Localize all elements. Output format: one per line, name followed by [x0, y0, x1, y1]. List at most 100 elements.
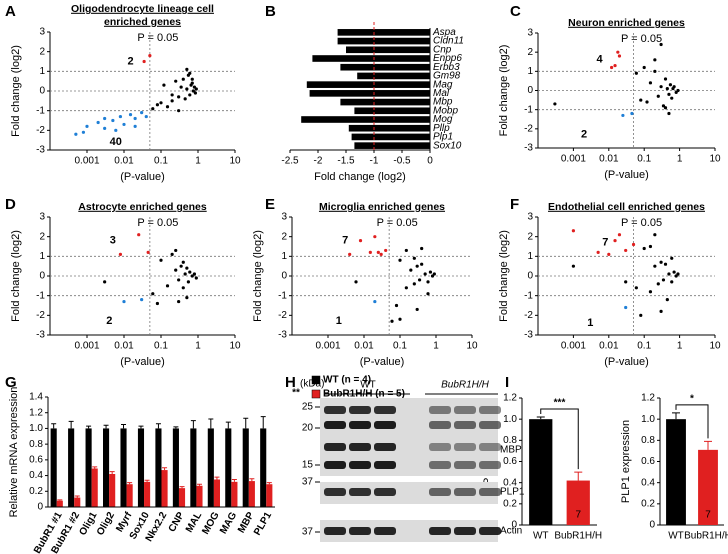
n-label: 7 — [705, 510, 711, 521]
blot-band — [479, 443, 501, 451]
point — [118, 252, 123, 256]
blot-band — [479, 421, 501, 429]
panel-letter: D — [5, 196, 16, 213]
point — [428, 270, 433, 274]
point — [665, 86, 669, 91]
error-bar — [190, 420, 196, 429]
chart-title: enriched genes — [104, 16, 181, 28]
point — [177, 95, 181, 99]
y-tick-label: -2 — [36, 310, 45, 321]
point — [193, 91, 197, 95]
point — [676, 88, 680, 93]
point — [648, 244, 653, 249]
point — [426, 292, 430, 296]
error-bar — [574, 471, 583, 481]
blot-membrane — [320, 520, 498, 542]
blot-band — [374, 461, 396, 469]
y-tick-label: 0.8 — [29, 439, 43, 450]
point — [170, 252, 174, 256]
point — [653, 233, 657, 237]
point — [676, 272, 680, 276]
group-label: WT — [360, 380, 376, 391]
y-tick-label: -3 — [36, 330, 45, 341]
bar — [351, 133, 430, 141]
error-bar — [173, 426, 179, 429]
n-label: 8 — [673, 510, 679, 521]
y-tick-label: 1 — [527, 66, 533, 77]
y-tick-label: 2 — [281, 231, 287, 242]
point — [192, 272, 197, 276]
blot-band — [349, 421, 371, 429]
blot-band — [324, 461, 346, 469]
bar — [248, 481, 255, 507]
point — [409, 268, 413, 272]
blot-band — [454, 461, 476, 469]
y-tick-label: 2 — [527, 47, 533, 58]
y-tick-label: 1 — [281, 251, 287, 262]
significance-bracket — [675, 404, 709, 439]
point — [185, 296, 189, 300]
bar — [137, 428, 145, 507]
x-tick-label: 0.001 — [561, 341, 586, 352]
error-bar — [103, 424, 109, 429]
point — [617, 54, 622, 58]
y-tick-label: -1 — [278, 290, 287, 301]
bar — [354, 142, 430, 149]
bar — [348, 124, 430, 132]
point — [624, 248, 628, 253]
x-tick-label: 1 — [433, 341, 439, 352]
n-label: 8 — [538, 510, 544, 521]
y-tick-label: 3 — [39, 212, 45, 223]
bar — [161, 470, 168, 507]
significance-bracket — [540, 408, 579, 470]
point — [412, 282, 416, 286]
point — [96, 120, 100, 125]
point — [133, 124, 137, 128]
point — [659, 85, 663, 89]
panel-letter: A — [5, 3, 16, 20]
point — [412, 256, 416, 260]
blot-band — [454, 406, 476, 414]
bar — [120, 428, 127, 507]
error-bar — [109, 471, 115, 474]
point — [170, 93, 174, 97]
point — [376, 250, 380, 254]
x-tick-label: 10 — [229, 156, 241, 167]
significance: ** — [292, 388, 300, 399]
blot-band — [324, 527, 346, 535]
point — [144, 114, 148, 119]
point — [140, 298, 144, 302]
bar — [309, 90, 430, 97]
point — [188, 270, 192, 274]
blot-band — [429, 461, 451, 469]
marker-label: 20 — [302, 423, 314, 434]
category-label: Enpp6 — [433, 53, 462, 64]
y-tick-label: 3 — [281, 212, 287, 223]
bar — [242, 428, 249, 507]
x-tick-label: MAG — [218, 510, 239, 536]
point — [621, 113, 625, 118]
x-tick-label: BubR1H/H — [684, 531, 728, 542]
point — [616, 50, 620, 54]
point — [181, 260, 185, 264]
x-tick-label: 0.001 — [315, 341, 340, 352]
marker-label: 15 — [302, 460, 314, 471]
point — [183, 97, 187, 101]
y-axis-label: Relative mRNA expression — [8, 387, 20, 518]
bar — [354, 107, 430, 115]
bar — [225, 428, 232, 507]
category-label: Cldn11 — [433, 36, 464, 47]
point — [631, 242, 636, 247]
point — [81, 130, 86, 134]
error-bar — [92, 466, 98, 469]
y-tick-label: 1 — [39, 251, 45, 262]
point — [667, 111, 671, 116]
y-axis-label: Fold change (log2) — [498, 230, 510, 322]
x-tick-label: 0 — [427, 156, 433, 167]
blot-band — [349, 527, 371, 535]
up-count: 7 — [602, 236, 608, 248]
point — [648, 290, 653, 294]
point — [624, 305, 628, 310]
blot-band — [429, 421, 451, 429]
blot-band — [454, 527, 476, 535]
